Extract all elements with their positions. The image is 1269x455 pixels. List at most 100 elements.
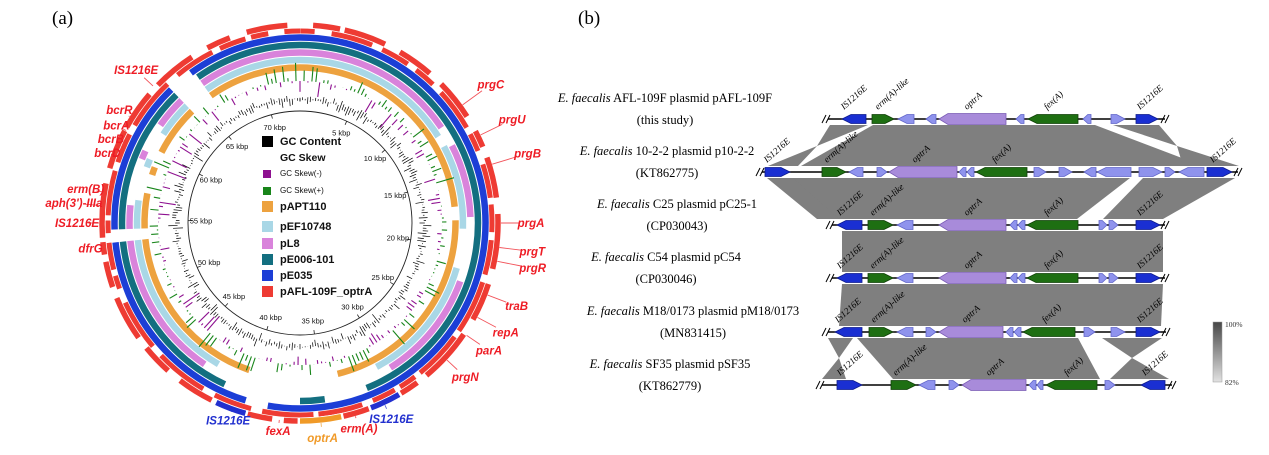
gc-content-bar bbox=[218, 316, 220, 318]
gene-arrow bbox=[938, 113, 1007, 125]
gc-skew-bar bbox=[431, 201, 441, 205]
species-name: E. faecalis bbox=[590, 250, 644, 264]
gc-content-bar bbox=[223, 319, 227, 325]
gc-content-bar bbox=[273, 99, 276, 105]
ring-arc bbox=[105, 170, 118, 216]
gc-skew-bar bbox=[160, 247, 170, 251]
gc-content-bar bbox=[390, 141, 395, 146]
gene-arrow bbox=[876, 167, 888, 177]
gene-label: erm(B) bbox=[67, 184, 104, 196]
gc-content-bar bbox=[190, 162, 193, 165]
ring-arc bbox=[336, 220, 459, 378]
break-mark bbox=[1160, 114, 1170, 124]
synteny-band bbox=[1102, 338, 1162, 358]
synteny-band bbox=[817, 125, 868, 146]
gene-arrow bbox=[975, 167, 1028, 177]
synteny-band bbox=[1103, 178, 1235, 219]
gc-content-bar bbox=[207, 139, 209, 141]
gene-label: bcrA bbox=[103, 120, 129, 132]
accession-label: (CP030046) bbox=[635, 272, 696, 286]
tick-mark bbox=[344, 121, 348, 126]
gc-content-bar bbox=[203, 143, 210, 149]
synteny-band bbox=[1110, 358, 1169, 379]
gc-content-bar bbox=[270, 342, 273, 346]
gc-content-bar bbox=[391, 304, 394, 307]
gc-content-bar bbox=[258, 332, 263, 341]
gc-skew-bar bbox=[360, 88, 365, 96]
gc-skew-bar bbox=[183, 292, 200, 305]
gc-skew-bar bbox=[418, 291, 424, 295]
gc-content-bar bbox=[388, 309, 390, 311]
gc-skew-bar bbox=[334, 85, 336, 88]
gc-skew-bar bbox=[222, 337, 227, 343]
gc-content-bar bbox=[190, 282, 192, 284]
gc-content-bar bbox=[408, 160, 414, 164]
gene-arrow bbox=[867, 220, 894, 230]
gc-content-bar bbox=[354, 333, 357, 337]
ring-arc bbox=[127, 240, 207, 368]
gene-arrow bbox=[1140, 380, 1166, 390]
panel-a-label: (a) bbox=[52, 8, 74, 29]
gc-content-bar bbox=[238, 111, 241, 116]
gc-content-bar bbox=[213, 131, 217, 134]
break-mark bbox=[825, 273, 835, 283]
gc-content-bar bbox=[394, 300, 397, 303]
gc-skew-bar bbox=[225, 339, 230, 345]
gc-content-bar bbox=[178, 183, 184, 186]
gc-content-bar bbox=[412, 176, 416, 179]
gc-skew-bar bbox=[426, 286, 440, 294]
break-mark bbox=[1167, 380, 1177, 390]
ring-arc bbox=[449, 144, 474, 218]
gc-content-bar bbox=[373, 320, 377, 324]
gc-content-bar bbox=[268, 339, 271, 345]
tick-mark bbox=[390, 281, 394, 285]
gc-content-bar bbox=[201, 144, 205, 148]
synteny-band bbox=[828, 338, 853, 358]
gc-skew-bar bbox=[359, 351, 364, 360]
ring-arc bbox=[300, 28, 315, 35]
gc-content-bar bbox=[389, 137, 392, 139]
gc-content-bar bbox=[286, 95, 288, 102]
gene-arrow-label: IS1216E bbox=[838, 83, 869, 113]
gene-arrow bbox=[1009, 273, 1018, 283]
break-mark bbox=[821, 114, 831, 124]
gc-content-bar bbox=[281, 98, 284, 108]
gc-content-bar bbox=[207, 132, 212, 137]
gene-arrow bbox=[836, 220, 863, 230]
gc-content-bar bbox=[205, 304, 210, 308]
ring-arc bbox=[158, 108, 195, 154]
tick-mark bbox=[197, 265, 202, 268]
gene-arrow bbox=[836, 380, 863, 390]
gc-skew-bar bbox=[186, 309, 189, 312]
gc-content-bar bbox=[265, 341, 268, 347]
ring-pE035 bbox=[111, 34, 489, 412]
panel-b-label: (b) bbox=[578, 8, 601, 29]
gc-content-bar bbox=[341, 104, 345, 111]
gc-content-ring bbox=[168, 95, 432, 351]
gc-skew-bar bbox=[219, 94, 226, 103]
gene-arrow bbox=[848, 167, 864, 177]
gc-content-bar bbox=[362, 325, 366, 332]
gene-arrow bbox=[948, 380, 960, 390]
gc-skew-bar bbox=[185, 301, 193, 308]
ring-arc bbox=[100, 241, 108, 255]
gene-labels: IS1216E bcrR bcrA bcrB bcrD erm(B) aph(3')-III… bbox=[45, 65, 546, 445]
gc-content-bar bbox=[337, 338, 340, 343]
gc-content-bar bbox=[356, 109, 363, 121]
gc-skew-bar bbox=[209, 337, 217, 347]
ring-arc bbox=[133, 199, 142, 229]
gene-arrow bbox=[836, 273, 863, 283]
gc-content-bar bbox=[233, 117, 236, 122]
tick-mark bbox=[313, 330, 315, 335]
gc-content-bar bbox=[397, 146, 401, 150]
gc-content-bar bbox=[363, 323, 368, 329]
gc-content-bar bbox=[403, 167, 412, 172]
gc-content-bar bbox=[213, 311, 217, 316]
ring-arc bbox=[467, 133, 481, 152]
gc-content-bar bbox=[228, 120, 232, 125]
ring-arc bbox=[99, 182, 109, 238]
legend-label: pAFL-109F_optrA bbox=[280, 286, 372, 298]
gc-content-bar bbox=[184, 177, 187, 179]
gc-content-bar bbox=[244, 111, 248, 116]
ring-arc bbox=[144, 346, 170, 373]
